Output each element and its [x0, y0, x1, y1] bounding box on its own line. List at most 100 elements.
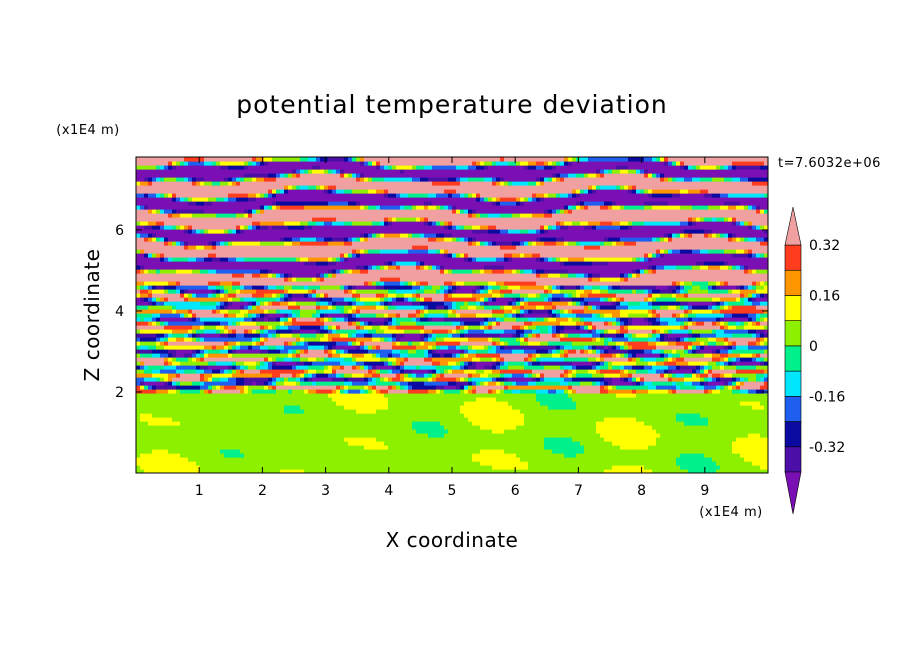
field-cell: [168, 413, 173, 418]
field-cell: [304, 465, 309, 470]
field-cell: [644, 369, 649, 374]
field-cell: [188, 445, 193, 450]
field-cell: [448, 465, 453, 470]
field-cell: [284, 417, 289, 422]
field-cell: [528, 381, 533, 386]
field-cell: [340, 429, 345, 434]
field-cell: [604, 457, 609, 462]
field-cell: [180, 469, 185, 473]
field-cell: [372, 425, 377, 430]
field-cell: [468, 469, 473, 473]
field-cell: [156, 465, 161, 470]
field-cell: [440, 369, 445, 374]
field-cell: [252, 393, 257, 398]
field-cell: [420, 453, 425, 458]
field-cell: [216, 385, 221, 390]
field-cell: [664, 361, 669, 366]
field-cell: [444, 441, 449, 446]
field-cell: [752, 385, 757, 390]
field-cell: [172, 421, 177, 426]
field-cell: [496, 389, 501, 394]
field-cell: [460, 385, 465, 390]
field-cell: [656, 433, 661, 438]
field-cell: [284, 453, 289, 458]
field-cell: [692, 433, 697, 438]
field-cell: [480, 397, 485, 402]
y-unit-label: (x1E4 m): [56, 123, 119, 138]
field-cell: [624, 373, 629, 378]
field-cell: [516, 449, 521, 454]
field-cell: [144, 385, 149, 390]
field-cell: [500, 397, 505, 402]
field-cell: [724, 469, 729, 473]
field-cell: [300, 429, 305, 434]
field-cell: [552, 385, 557, 390]
field-cell: [428, 433, 433, 438]
field-cell: [592, 377, 597, 382]
field-cell: [300, 393, 305, 398]
field-cell: [536, 461, 541, 466]
field-cell: [624, 369, 629, 374]
field-cell: [508, 453, 513, 458]
field-cell: [684, 421, 689, 426]
field-cell: [620, 437, 625, 442]
field-cell: [500, 461, 505, 466]
field-cell: [716, 381, 721, 386]
field-cell: [152, 373, 157, 378]
field-cell: [444, 465, 449, 470]
field-cell: [516, 429, 521, 434]
field-cell: [260, 449, 265, 454]
field-cell: [148, 437, 153, 442]
field-cell: [560, 441, 565, 446]
field-cell: [676, 429, 681, 434]
field-cell: [292, 373, 297, 378]
field-cell: [272, 345, 277, 350]
field-cell: [312, 445, 317, 450]
field-cell: [316, 401, 321, 406]
field-cell: [368, 469, 373, 473]
field-cell: [680, 373, 685, 378]
field-cell: [200, 397, 205, 402]
field-cell: [668, 469, 673, 473]
field-cell: [596, 429, 601, 434]
field-cell: [708, 381, 713, 386]
field-cell: [372, 381, 377, 386]
field-cell: [164, 453, 169, 458]
field-cell: [524, 445, 529, 450]
field-cell: [644, 397, 649, 402]
field-cell: [404, 453, 409, 458]
field-cell: [540, 453, 545, 458]
field-cell: [688, 409, 693, 414]
field-cell: [624, 421, 629, 426]
field-cell: [380, 417, 385, 422]
field-cell: [356, 349, 361, 354]
field-cell: [312, 429, 317, 434]
field-cell: [628, 449, 633, 454]
field-cell: [696, 353, 701, 358]
field-cell: [248, 465, 253, 470]
field-cell: [616, 409, 621, 414]
field-cell: [548, 385, 553, 390]
field-cell: [276, 421, 281, 426]
field-cell: [376, 461, 381, 466]
field-cell: [140, 469, 145, 473]
field-cell: [420, 409, 425, 414]
field-cell: [376, 381, 381, 386]
field-cell: [308, 345, 313, 350]
field-cell: [168, 421, 173, 426]
field-cell: [380, 421, 385, 426]
field-cell: [236, 405, 241, 410]
field-cell: [388, 349, 393, 354]
field-cell: [572, 385, 577, 390]
field-cell: [492, 465, 497, 470]
field-cell: [236, 373, 241, 378]
field-cell: [608, 365, 613, 370]
field-cell: [488, 465, 493, 470]
field-cell: [712, 409, 717, 414]
field-cell: [444, 397, 449, 402]
field-cell: [416, 405, 421, 410]
field-cell: [480, 445, 485, 450]
field-cell: [224, 465, 229, 470]
field-cell: [576, 405, 581, 410]
field-cell: [216, 465, 221, 470]
